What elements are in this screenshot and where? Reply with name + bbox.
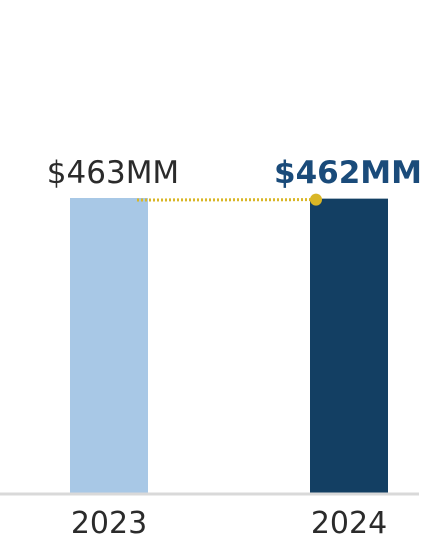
x-axis-tick-labels: 2023 2024 — [71, 506, 387, 541]
x-tick-label-2023: 2023 — [71, 506, 147, 541]
bars — [70, 198, 388, 493]
data-label-2024: $462MM — [274, 155, 422, 191]
data-labels: $463MM $462MM — [47, 155, 422, 191]
bar-2024 — [310, 198, 388, 493]
comparison-connector — [136, 193, 322, 206]
connector-end-dot — [310, 193, 322, 206]
data-label-2023: $463MM — [47, 155, 179, 191]
x-tick-label-2024: 2024 — [311, 506, 387, 541]
bar-2023 — [70, 198, 148, 493]
